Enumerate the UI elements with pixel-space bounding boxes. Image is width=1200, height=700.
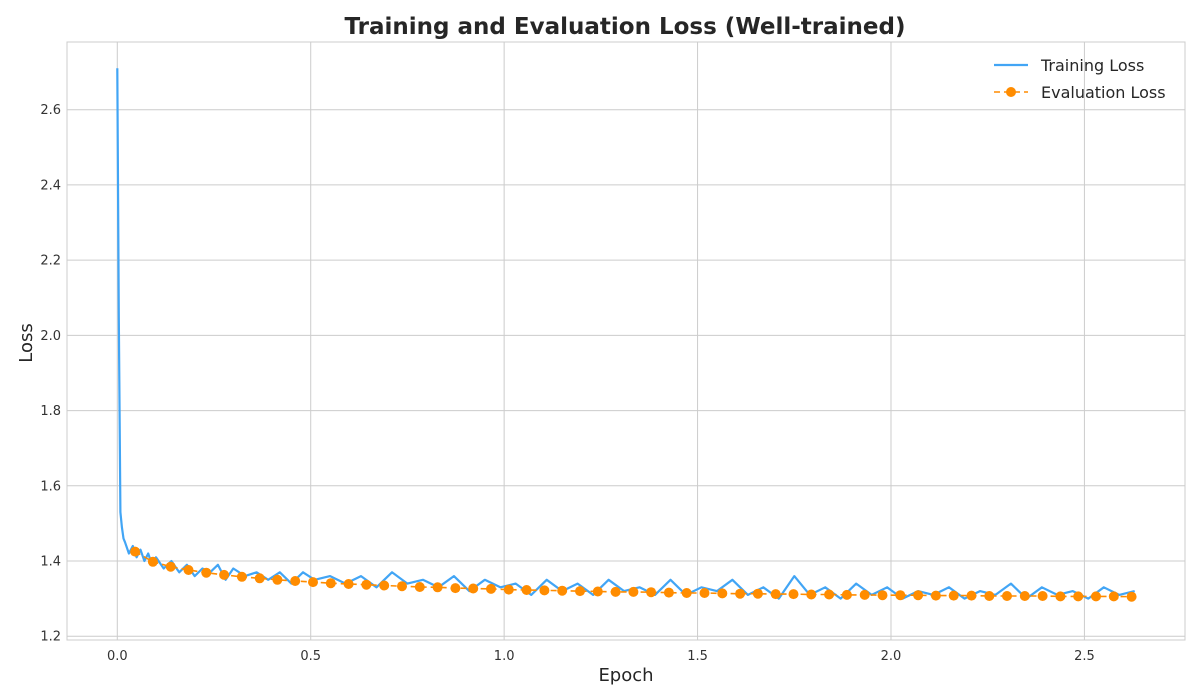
- evaluation-loss-point: [735, 588, 746, 599]
- evaluation-loss-point: [325, 578, 336, 589]
- y-tick-label: 2.4: [40, 178, 61, 193]
- evaluation-loss-point: [183, 565, 194, 575]
- evaluation-loss-point: [1126, 591, 1137, 602]
- evaluation-loss-point: [165, 561, 176, 572]
- evaluation-loss-point: [539, 585, 550, 596]
- evaluation-loss-point: [841, 589, 852, 600]
- evaluation-loss-point: [1091, 591, 1101, 602]
- x-axis-label: Epoch: [598, 665, 653, 686]
- evaluation-loss-point: [254, 573, 265, 584]
- x-tick-label: 1.0: [494, 649, 515, 664]
- evaluation-loss-point: [717, 588, 728, 599]
- evaluation-loss-point: [948, 590, 959, 601]
- evaluation-loss-point: [592, 586, 603, 597]
- evaluation-loss-point: [646, 587, 657, 598]
- evaluation-loss-point: [450, 583, 461, 594]
- evaluation-loss-point: [966, 590, 977, 601]
- evaluation-loss-point: [379, 580, 390, 591]
- evaluation-loss-point: [1055, 591, 1066, 602]
- y-tick-label: 1.2: [40, 630, 61, 645]
- evaluation-loss-point: [770, 589, 781, 600]
- evaluation-loss-point: [521, 585, 532, 595]
- evaluation-loss-point: [1002, 591, 1012, 601]
- evaluation-loss-point: [806, 589, 817, 600]
- evaluation-loss-point: [895, 590, 906, 601]
- y-axis-ticks: 1.2 1.4 1.6 1.8 2.0 2.2 2.4 2.6: [40, 103, 61, 645]
- evaluation-loss-point: [824, 589, 835, 600]
- y-tick-label: 2.0: [40, 329, 61, 344]
- y-tick-label: 1.8: [40, 404, 61, 419]
- legend: Training Loss Evaluation Loss: [994, 56, 1166, 102]
- legend-evaluation-marker: [1006, 87, 1016, 97]
- y-tick-label: 2.6: [40, 103, 61, 118]
- evaluation-loss-point: [236, 571, 247, 582]
- legend-evaluation-label: Evaluation Loss: [1041, 83, 1166, 102]
- x-tick-label: 2.5: [1074, 649, 1095, 664]
- evaluation-loss-point: [468, 583, 479, 594]
- evaluation-loss-markers: [130, 546, 1137, 602]
- evaluation-loss-point: [219, 569, 230, 580]
- y-tick-label: 1.6: [40, 479, 61, 494]
- evaluation-loss-point: [308, 577, 318, 588]
- evaluation-loss-point: [877, 590, 888, 601]
- evaluation-loss-point: [752, 588, 763, 599]
- evaluation-loss-point: [1108, 591, 1119, 602]
- evaluation-loss-point: [930, 590, 941, 601]
- plot-frame: [66, 41, 1186, 641]
- evaluation-loss-point: [503, 584, 514, 595]
- evaluation-loss-point: [610, 586, 621, 597]
- gridlines: [67, 42, 1185, 640]
- evaluation-loss-point: [414, 582, 425, 592]
- evaluation-loss-point: [984, 591, 995, 601]
- evaluation-loss-point: [575, 586, 585, 597]
- evaluation-loss-point: [628, 586, 639, 597]
- evaluation-loss-point: [1073, 591, 1084, 602]
- evaluation-loss-point: [699, 588, 710, 598]
- evaluation-loss-point: [913, 590, 924, 601]
- evaluation-loss-point: [859, 589, 870, 600]
- evaluation-loss-point: [130, 546, 141, 557]
- evaluation-loss-point: [361, 579, 372, 590]
- evaluation-loss-point: [557, 585, 568, 596]
- evaluation-loss-point: [397, 581, 407, 592]
- evaluation-loss-point: [432, 582, 443, 593]
- chart-title: Training and Evaluation Loss (Well-train…: [345, 14, 906, 40]
- evaluation-loss-point: [681, 588, 692, 598]
- x-axis-ticks: 0.0 0.5 1.0 1.5 2.0 2.5: [107, 649, 1095, 664]
- evaluation-loss-point: [201, 567, 212, 578]
- x-tick-label: 2.0: [881, 649, 902, 664]
- y-axis-label: Loss: [16, 323, 37, 362]
- evaluation-loss-point: [663, 587, 674, 598]
- x-tick-label: 0.5: [300, 649, 321, 664]
- evaluation-loss-point: [147, 556, 158, 567]
- evaluation-loss-point: [486, 583, 496, 594]
- y-tick-label: 1.4: [40, 555, 61, 570]
- x-tick-label: 1.5: [687, 649, 708, 664]
- evaluation-loss-point: [290, 576, 301, 586]
- evaluation-loss-point: [1019, 591, 1030, 601]
- legend-training-label: Training Loss: [1040, 56, 1144, 75]
- x-tick-label: 0.0: [107, 649, 128, 664]
- evaluation-loss-point: [272, 574, 283, 585]
- evaluation-loss-point: [343, 579, 354, 589]
- y-tick-label: 2.2: [40, 254, 61, 269]
- evaluation-loss-point: [1037, 591, 1048, 601]
- plot-area: [116, 68, 1137, 602]
- evaluation-loss-point: [788, 589, 799, 600]
